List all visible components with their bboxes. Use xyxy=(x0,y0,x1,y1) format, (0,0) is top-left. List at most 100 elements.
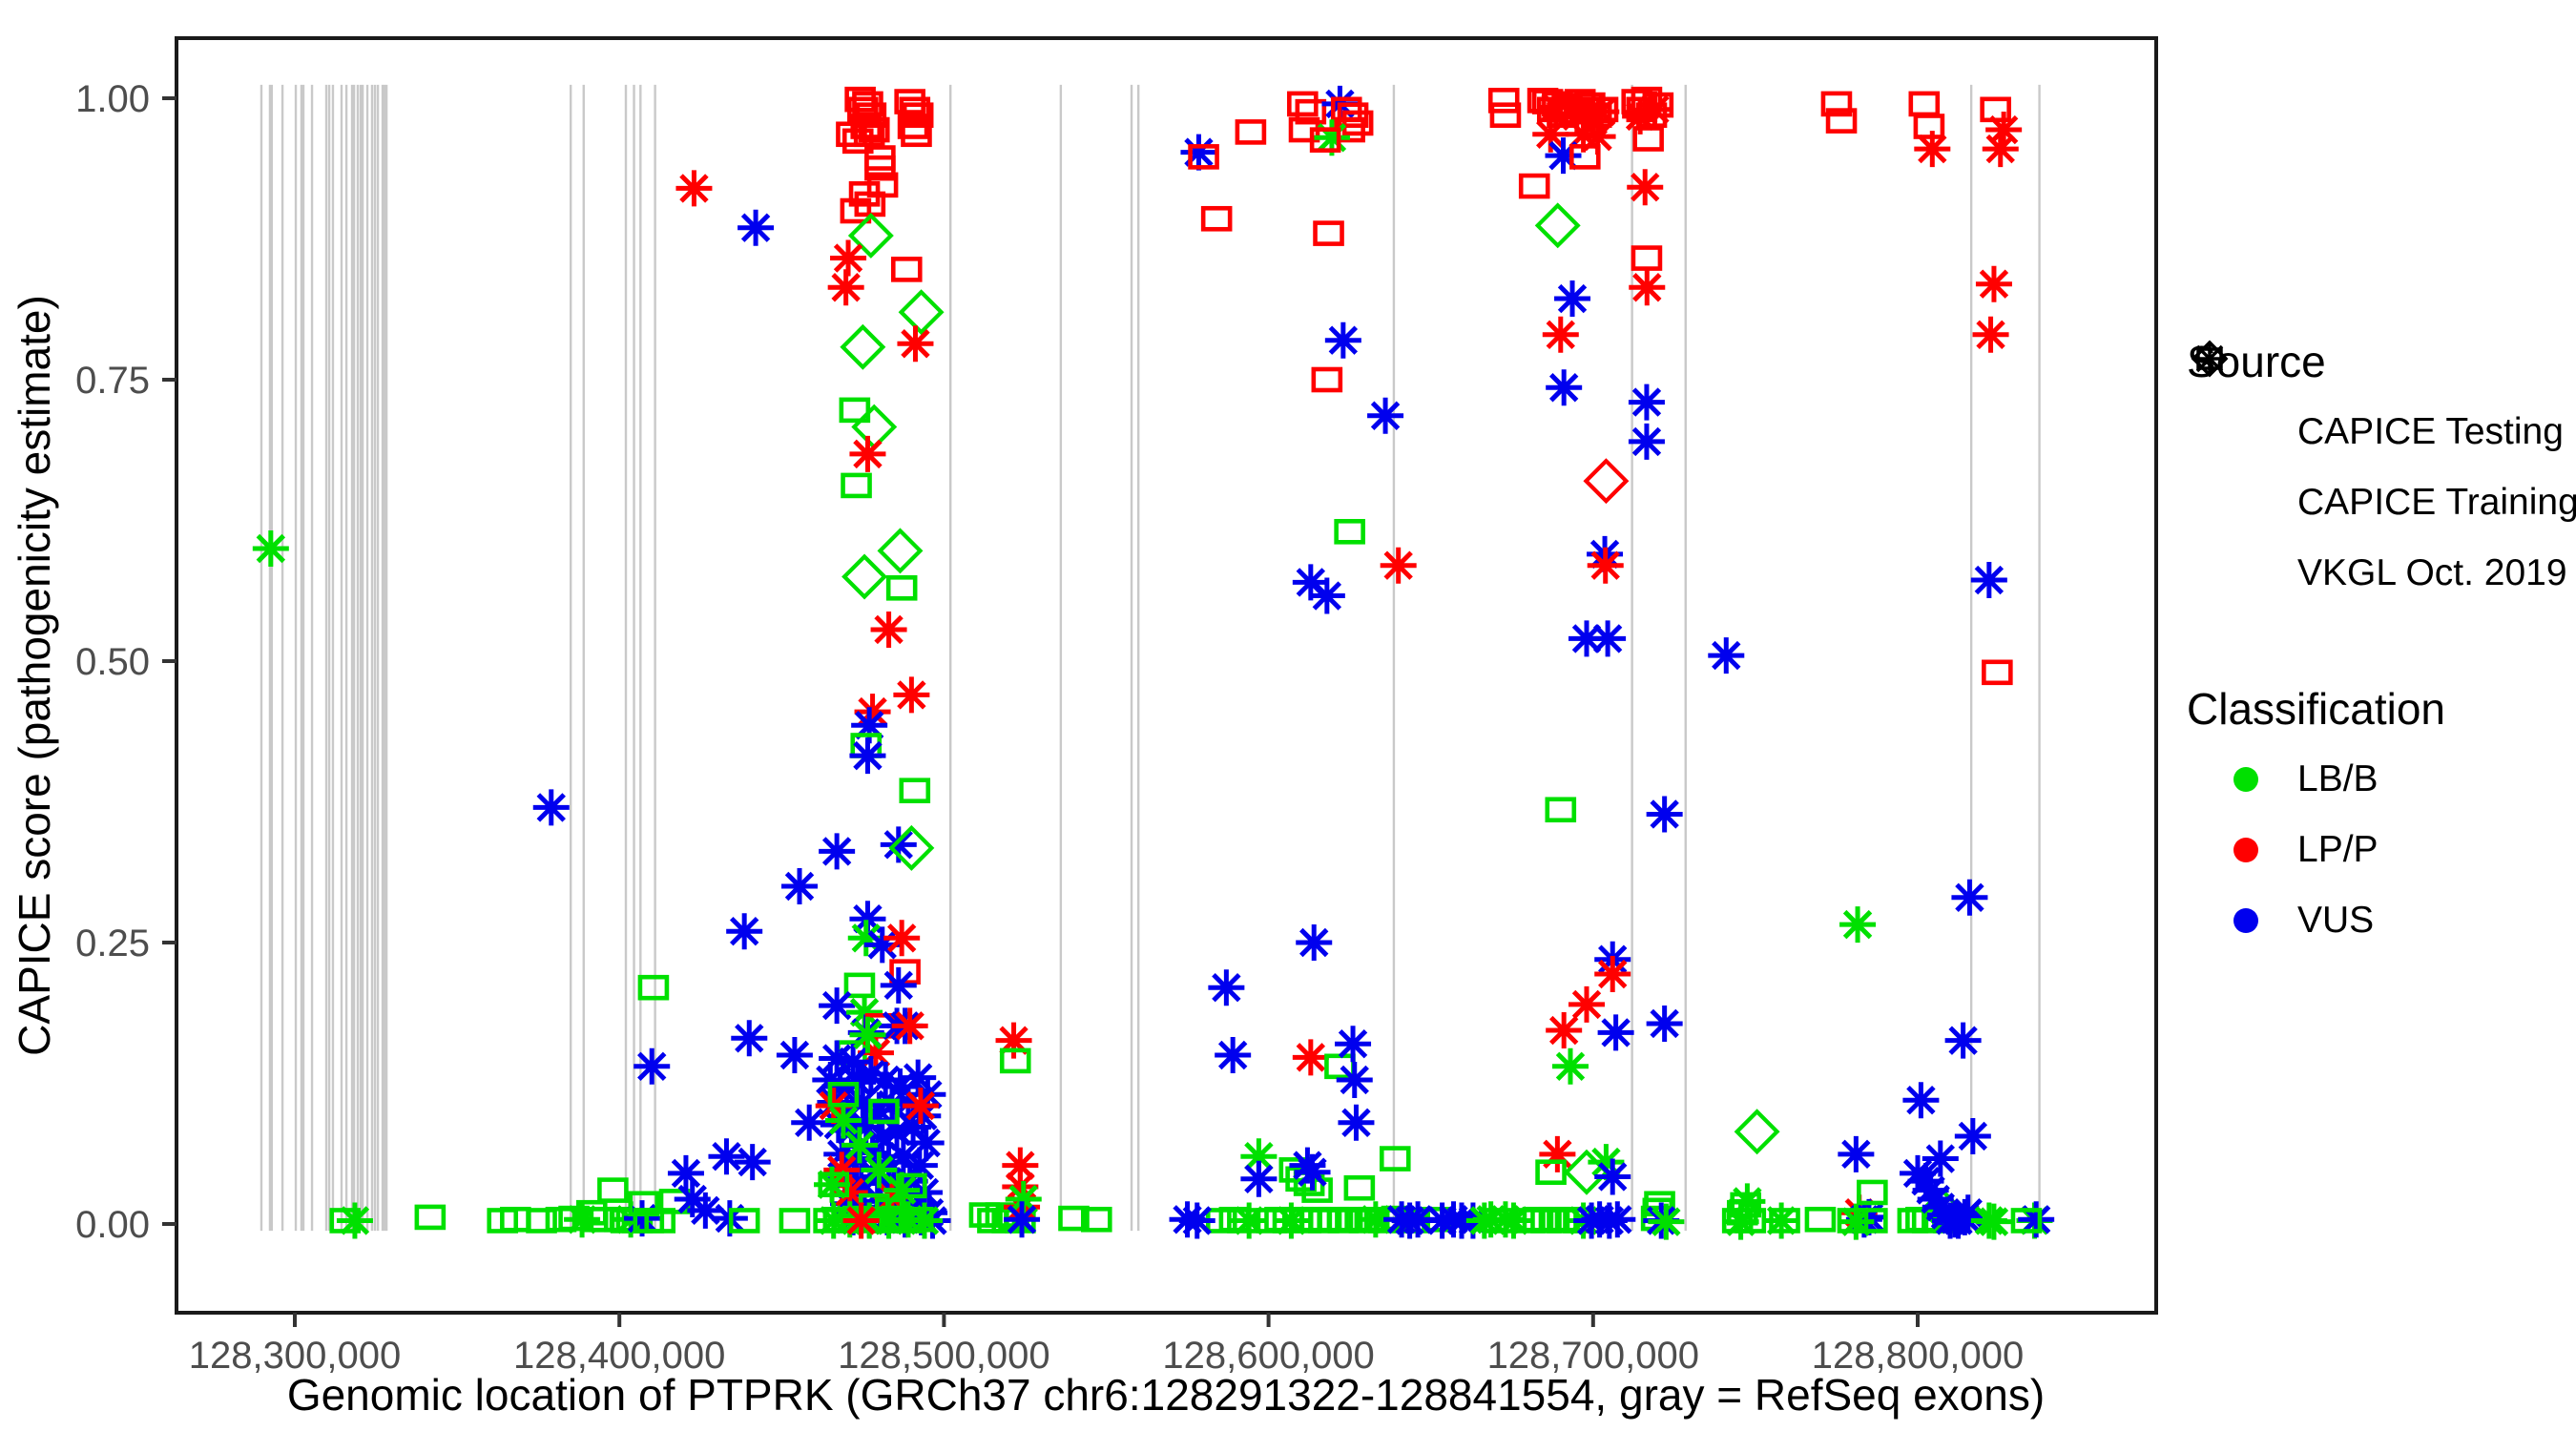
data-point xyxy=(336,1202,373,1239)
data-point xyxy=(1558,97,1595,135)
data-point xyxy=(877,528,924,574)
data-point xyxy=(898,289,945,336)
data-point xyxy=(824,1102,862,1139)
red-dot-icon xyxy=(2223,827,2269,873)
data-point xyxy=(835,1044,872,1081)
data-point xyxy=(1908,91,1941,117)
legend-spacer xyxy=(2187,609,2568,683)
legend-classification-title: Classification xyxy=(2187,684,2445,734)
data-point xyxy=(1313,119,1350,156)
y-tick-label: 0.50 xyxy=(75,641,150,683)
data-point xyxy=(1599,1201,1636,1238)
data-point xyxy=(776,1037,813,1073)
data-point xyxy=(900,1059,937,1096)
data-point xyxy=(1287,91,1319,117)
data-point xyxy=(851,707,888,744)
data-point xyxy=(851,404,898,450)
data-point xyxy=(1200,205,1233,232)
data-point xyxy=(1914,131,1951,168)
data-point xyxy=(634,1047,671,1085)
data-point xyxy=(827,1082,860,1108)
data-point xyxy=(821,1068,859,1106)
data-point xyxy=(1308,577,1345,614)
diamond-icon xyxy=(2191,340,2269,455)
data-point xyxy=(1949,1194,1986,1232)
data-point xyxy=(899,96,931,123)
data-point xyxy=(899,778,931,804)
data-point xyxy=(902,1088,939,1125)
legend-item-label: VUS xyxy=(2297,900,2375,941)
y-tick-label: 0.00 xyxy=(75,1204,150,1246)
data-point xyxy=(1631,245,1663,271)
x-tick-label: 128,400,000 xyxy=(513,1335,725,1377)
data-point xyxy=(896,1172,927,1199)
data-point xyxy=(1367,397,1404,434)
data-point xyxy=(1518,173,1550,199)
legend-item-label: CAPICE Testing xyxy=(2297,411,2564,452)
data-point xyxy=(1850,1198,1887,1235)
data-point xyxy=(708,1138,745,1175)
data-point xyxy=(1589,620,1627,657)
data-point xyxy=(628,1191,660,1217)
data-point xyxy=(1080,1206,1112,1233)
data-point xyxy=(737,209,775,246)
x-tick-label: 128,800,000 xyxy=(1812,1335,2024,1377)
data-point xyxy=(1489,102,1522,128)
data-point xyxy=(1188,144,1219,170)
data-point xyxy=(1296,924,1333,961)
data-point xyxy=(1295,98,1327,125)
data-point xyxy=(1379,1146,1411,1172)
data-point xyxy=(1336,1061,1373,1098)
data-point xyxy=(1537,89,1574,126)
x-tick-label: 128,600,000 xyxy=(1162,1335,1374,1377)
data-point xyxy=(1568,620,1605,657)
data-point xyxy=(868,1098,900,1125)
data-point xyxy=(1763,1202,1800,1239)
blue-dot-icon xyxy=(2223,898,2269,944)
data-point xyxy=(1341,110,1374,136)
data-point xyxy=(1648,1203,1685,1240)
data-point xyxy=(1002,1169,1039,1206)
data-point xyxy=(861,1091,898,1129)
data-point xyxy=(1568,985,1605,1023)
legend-source-title: Source xyxy=(2187,337,2326,386)
data-point xyxy=(252,530,289,567)
data-point xyxy=(883,1172,921,1209)
data-point xyxy=(864,155,896,181)
data-point xyxy=(814,1166,851,1203)
data-point xyxy=(1334,518,1365,545)
legend-item-lbb: LB/B xyxy=(2187,744,2568,815)
data-point xyxy=(1804,1206,1837,1233)
data-point xyxy=(861,1151,898,1189)
data-point xyxy=(1722,1203,1759,1240)
data-point xyxy=(854,694,891,731)
x-tick-label: 128,700,000 xyxy=(1487,1335,1699,1377)
data-point xyxy=(1208,969,1245,1006)
data-point xyxy=(1294,1153,1331,1191)
data-point xyxy=(731,1020,768,1057)
data-point xyxy=(1579,118,1616,156)
data-point xyxy=(901,121,932,148)
data-point xyxy=(1292,564,1329,601)
data-point xyxy=(1487,88,1520,114)
data-point xyxy=(827,269,864,306)
data-point xyxy=(1273,1202,1310,1239)
data-point xyxy=(890,257,923,282)
data-point xyxy=(1546,1012,1583,1049)
data-point xyxy=(728,1208,760,1234)
legend-item-label: LB/B xyxy=(2297,758,2379,799)
data-point xyxy=(1912,1172,1949,1209)
y-tick-label: 0.75 xyxy=(75,360,150,402)
data-point xyxy=(1646,796,1683,833)
data-point xyxy=(863,1117,901,1154)
data-point xyxy=(842,1202,880,1239)
square-icon xyxy=(2196,347,2269,526)
data-point xyxy=(1857,1179,1888,1206)
data-point xyxy=(1769,1208,1800,1234)
data-point xyxy=(687,1192,724,1229)
y-tick-label: 0.25 xyxy=(75,923,150,964)
data-point xyxy=(414,1204,447,1231)
data-point xyxy=(791,1104,828,1141)
data-point xyxy=(968,1202,1001,1228)
